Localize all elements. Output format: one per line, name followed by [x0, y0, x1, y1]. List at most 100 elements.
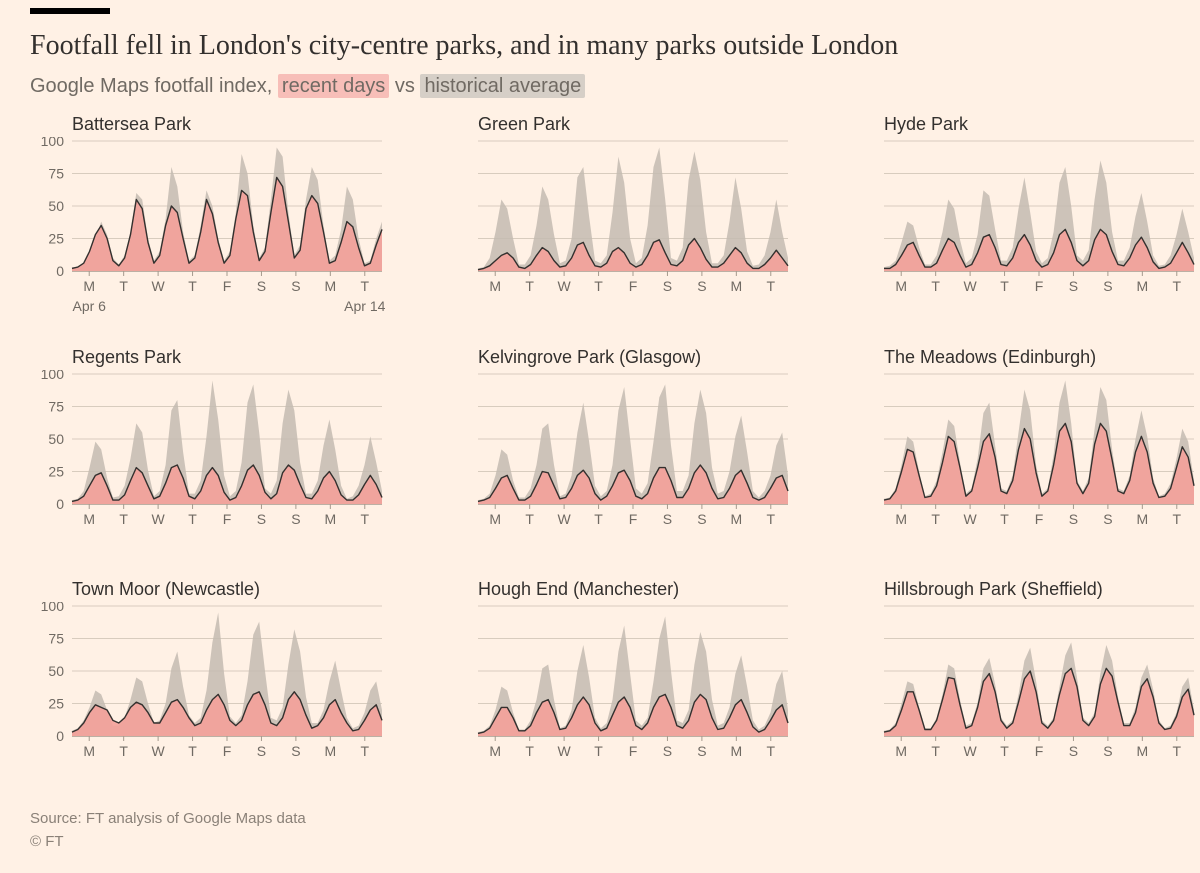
svg-text:75: 75	[48, 631, 64, 647]
svg-text:T: T	[119, 278, 128, 294]
svg-text:25: 25	[48, 463, 64, 479]
subtitle-mid: vs	[389, 75, 420, 97]
svg-text:M: M	[895, 511, 907, 527]
svg-text:T: T	[360, 743, 369, 759]
svg-text:T: T	[594, 743, 603, 759]
svg-text:T: T	[119, 511, 128, 527]
svg-text:M: M	[83, 743, 95, 759]
svg-text:M: M	[730, 743, 742, 759]
svg-text:S: S	[663, 278, 672, 294]
chart-panel: Hillsbrough Park (Sheffield)0255075100MT…	[842, 579, 1200, 794]
svg-text:50: 50	[48, 198, 64, 214]
svg-text:W: W	[558, 743, 572, 759]
svg-text:100: 100	[41, 370, 65, 382]
svg-text:100: 100	[41, 137, 65, 149]
panel-chart: MTWTFSSMT	[436, 370, 798, 530]
chart-panel: Hough End (Manchester)MTWTFSSMT	[436, 579, 798, 794]
svg-text:T: T	[766, 743, 775, 759]
panel-chart: MTWTFSSMT	[436, 602, 798, 762]
svg-text:0: 0	[56, 728, 64, 744]
panel-chart: 0255075100MTWTFSSMT	[842, 137, 1200, 297]
panel-title: The Meadows (Edinburgh)	[842, 347, 1200, 368]
svg-text:T: T	[188, 278, 197, 294]
svg-text:75: 75	[48, 166, 64, 182]
svg-text:M: M	[895, 743, 907, 759]
svg-text:S: S	[697, 743, 706, 759]
svg-text:W: W	[152, 511, 166, 527]
svg-text:S: S	[257, 278, 266, 294]
svg-text:T: T	[525, 278, 534, 294]
svg-text:S: S	[291, 511, 300, 527]
svg-text:T: T	[188, 743, 197, 759]
accent-bar	[30, 8, 110, 14]
svg-text:F: F	[223, 743, 232, 759]
svg-text:T: T	[525, 743, 534, 759]
svg-text:S: S	[1103, 511, 1112, 527]
chart-panel: Hyde Park0255075100MTWTFSSMT	[842, 114, 1200, 329]
copyright-line: © FT	[30, 831, 1170, 854]
panel-title: Hyde Park	[842, 114, 1200, 135]
svg-text:F: F	[629, 278, 638, 294]
svg-text:T: T	[119, 743, 128, 759]
svg-text:S: S	[1103, 743, 1112, 759]
svg-text:M: M	[489, 511, 501, 527]
svg-text:M: M	[83, 278, 95, 294]
chart-panel: The Meadows (Edinburgh)0255075100MTWTFSS…	[842, 347, 1200, 562]
small-multiples-grid: Battersea Park0255075100MTWTFSSMTApr 6Ap…	[30, 114, 1170, 794]
svg-text:T: T	[931, 278, 940, 294]
source-line: Source: FT analysis of Google Maps data	[30, 808, 1170, 831]
svg-text:S: S	[663, 743, 672, 759]
svg-text:F: F	[1035, 511, 1044, 527]
svg-text:T: T	[594, 278, 603, 294]
svg-text:T: T	[1000, 511, 1009, 527]
svg-text:M: M	[1136, 511, 1148, 527]
chart-panel: Regents Park0255075100MTWTFSSMT	[30, 347, 392, 562]
svg-text:75: 75	[48, 398, 64, 414]
panel-title: Kelvingrove Park (Glasgow)	[436, 347, 798, 368]
svg-text:50: 50	[48, 663, 64, 679]
svg-text:25: 25	[48, 231, 64, 247]
svg-text:W: W	[558, 278, 572, 294]
svg-text:T: T	[766, 511, 775, 527]
panel-title: Green Park	[436, 114, 798, 135]
svg-text:T: T	[188, 511, 197, 527]
chart-panel: Kelvingrove Park (Glasgow)MTWTFSSMT	[436, 347, 798, 562]
svg-text:M: M	[895, 278, 907, 294]
chart-subtitle: Google Maps footfall index, recent days …	[30, 75, 1170, 98]
svg-text:M: M	[730, 511, 742, 527]
svg-text:M: M	[1136, 743, 1148, 759]
svg-text:S: S	[291, 278, 300, 294]
svg-text:M: M	[489, 743, 501, 759]
panel-chart: 0255075100MTWTFSSMT	[30, 370, 392, 530]
svg-text:S: S	[697, 511, 706, 527]
svg-text:100: 100	[41, 602, 65, 614]
svg-text:50: 50	[48, 431, 64, 447]
chart-panel: Green ParkMTWTFSSMT	[436, 114, 798, 329]
svg-text:T: T	[931, 511, 940, 527]
panel-chart: MTWTFSSMT	[436, 137, 798, 297]
svg-text:M: M	[324, 511, 336, 527]
svg-text:T: T	[360, 278, 369, 294]
svg-text:T: T	[766, 278, 775, 294]
svg-text:T: T	[594, 511, 603, 527]
svg-text:25: 25	[48, 696, 64, 712]
svg-text:T: T	[1172, 511, 1181, 527]
svg-text:T: T	[525, 511, 534, 527]
svg-text:M: M	[1136, 278, 1148, 294]
svg-text:Apr 14: Apr 14	[344, 298, 385, 314]
panel-title: Hillsbrough Park (Sheffield)	[842, 579, 1200, 600]
panel-title: Town Moor (Newcastle)	[30, 579, 392, 600]
svg-text:M: M	[324, 278, 336, 294]
svg-text:F: F	[629, 511, 638, 527]
svg-text:T: T	[931, 743, 940, 759]
svg-text:W: W	[964, 743, 978, 759]
svg-text:M: M	[489, 278, 501, 294]
svg-text:M: M	[83, 511, 95, 527]
panel-chart: 0255075100MTWTFSSMT	[842, 602, 1200, 762]
svg-text:S: S	[1069, 278, 1078, 294]
svg-text:S: S	[257, 511, 266, 527]
svg-text:W: W	[152, 278, 166, 294]
svg-text:W: W	[152, 743, 166, 759]
svg-text:F: F	[223, 511, 232, 527]
svg-text:F: F	[223, 278, 232, 294]
